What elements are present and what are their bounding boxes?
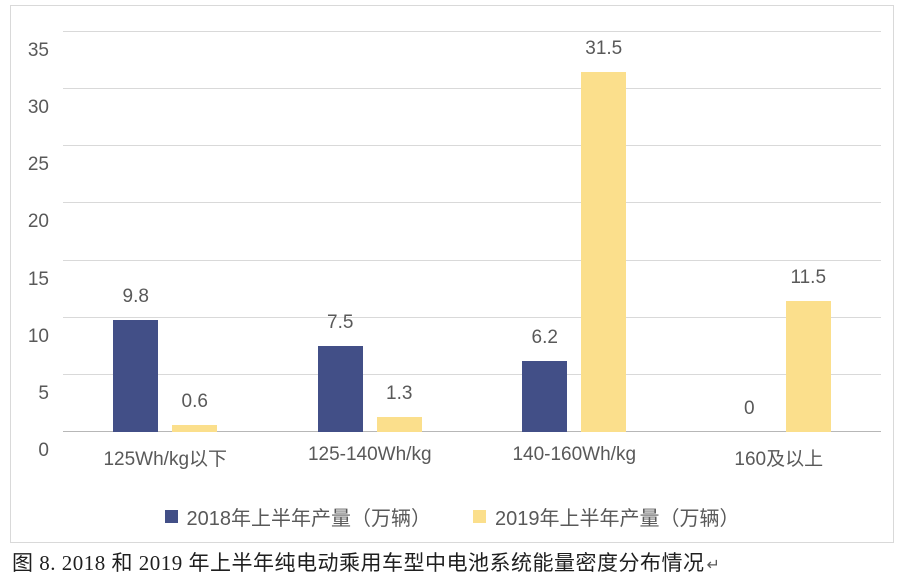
bar-s1-c1 (376, 417, 422, 432)
paragraph-mark-icon: ↵ (706, 555, 721, 574)
gridline-30: 30 (28, 88, 881, 118)
legend-item-2018: 2018年上半年产量（万辆） (164, 502, 432, 531)
bar-s1-c2 (581, 72, 627, 432)
barwrap-s1-c2: 31.5 (581, 32, 627, 432)
barwrap-s1-c3: 11.5 (785, 32, 831, 432)
bar-s0-c1 (317, 346, 363, 432)
plot-area: 0 5 10 15 20 25 30 35 9.8 0.6 7.5 1.3 6.2 31.5 0 11.5 (28, 31, 881, 461)
bar-value-label-s0-c1: 7.5 (327, 312, 354, 334)
bar-value-label-s1-c2: 31.5 (585, 38, 623, 59)
gridline-0: 0 (38, 431, 881, 461)
gridline-35: 35 (28, 31, 881, 61)
y-tick-label-30: 30 (27, 97, 49, 119)
x-category-label-3: 160及以上 (734, 449, 824, 470)
x-axis-labels: 125Wh/kg以下 125-140Wh/kg 140-160Wh/kg 160及以上 (63, 444, 881, 471)
bar-group-0: 9.8 0.6 (63, 32, 268, 432)
y-tick-label-20: 20 (27, 211, 49, 233)
gridline-25: 25 (28, 145, 881, 175)
figure-caption-text: 图 8. 2018 和 2019 年上半年纯电动乘用车型中电池系统能量密度分布情… (12, 551, 705, 575)
gridline-5: 5 (38, 373, 881, 403)
bar-value-label-s1-c1: 1.3 (386, 383, 413, 405)
legend: 2018年上半年产量（万辆） 2019年上半年产量（万辆） (11, 502, 893, 531)
barwrap-s0-c2: 6.2 (522, 32, 568, 432)
x-category-label-2: 140-160Wh/kg (512, 444, 637, 465)
y-tick-label-25: 25 (27, 154, 49, 176)
chart-frame: 0 5 10 15 20 25 30 35 9.8 0.6 7.5 1.3 6.2 31.5 0 11.5 … (10, 5, 894, 543)
y-tick-label-35: 35 (27, 40, 49, 61)
bar-s0-c0 (113, 320, 159, 432)
gridline-10: 10 (28, 316, 881, 346)
bar-s1-c0 (172, 425, 218, 432)
gridline-20: 20 (28, 202, 881, 232)
bar-group-3: 0 11.5 (677, 32, 882, 432)
legend-marker-2019 (473, 510, 486, 523)
bar-value-label-s1-c3: 11.5 (790, 266, 827, 288)
gridline-15: 15 (28, 259, 881, 289)
barwrap-s1-c1: 1.3 (376, 32, 422, 432)
legend-label-2018: 2018年上半年产量（万辆） (186, 508, 432, 530)
bar-value-label-s1-c0: 0.6 (181, 391, 208, 413)
x-category-label-1: 125-140Wh/kg (307, 444, 432, 465)
barwrap-s0-c1: 7.5 (317, 32, 363, 432)
y-tick-label-0: 0 (38, 440, 49, 461)
y-tick-label-10: 10 (27, 325, 49, 347)
y-tick-label-15: 15 (27, 268, 49, 290)
x-category-label-0: 125Wh/kg以下 (103, 449, 228, 470)
bar-group-2: 6.2 31.5 (472, 32, 677, 432)
legend-marker-2018 (164, 510, 178, 523)
bar-value-label-s0-c2: 6.2 (531, 327, 558, 349)
bar-value-label-s0-c0: 9.8 (122, 286, 149, 307)
y-tick-label-5: 5 (38, 382, 49, 404)
barwrap-s0-c3: 0 (727, 32, 772, 432)
bar-s1-c3 (785, 300, 831, 432)
bar-s0-c2 (522, 361, 568, 432)
figure-caption: 图 8. 2018 和 2019 年上半年纯电动乘用车型中电池系统能量密度分布情… (12, 547, 720, 577)
barwrap-s0-c0: 9.8 (113, 32, 159, 432)
barwrap-s1-c0: 0.6 (172, 32, 218, 432)
bar-group-1: 7.5 1.3 (268, 32, 473, 432)
bar-value-label-s0-c3: 0 (743, 398, 755, 419)
legend-label-2019: 2019年上半年产量（万辆） (495, 508, 740, 530)
legend-item-2019: 2019年上半年产量（万辆） (473, 502, 740, 531)
bars-layer: 9.8 0.6 7.5 1.3 6.2 31.5 0 11.5 (63, 32, 881, 432)
